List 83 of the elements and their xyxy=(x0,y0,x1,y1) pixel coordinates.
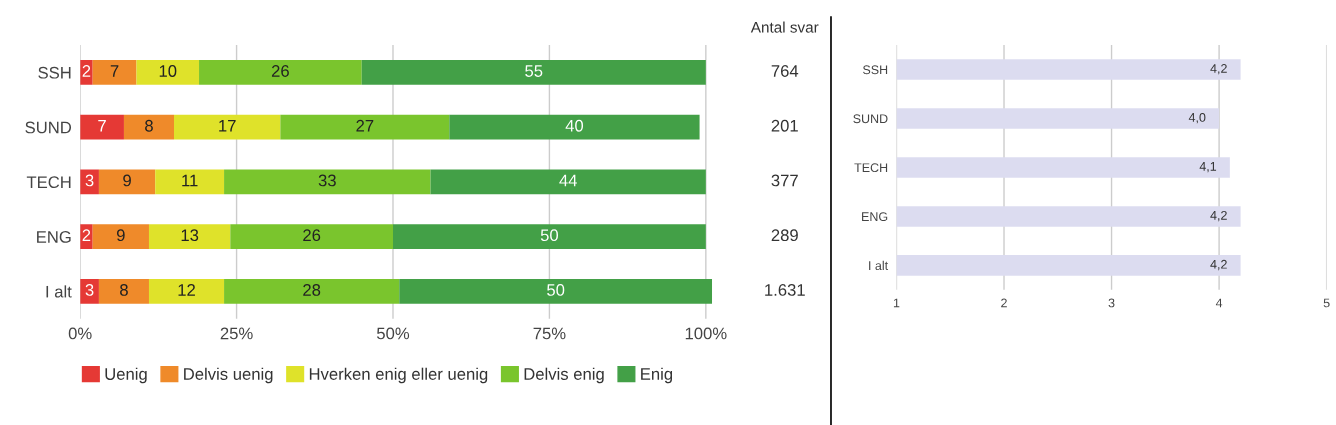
x-tick-label: 50% xyxy=(376,327,410,340)
data-label: 11 xyxy=(182,174,198,187)
data-label: 28 xyxy=(303,284,321,296)
data-label: 7 xyxy=(110,65,119,77)
data-label: 27 xyxy=(356,119,374,132)
bar xyxy=(449,114,700,140)
x-tick-label: 3 xyxy=(1108,298,1115,308)
data-label: 55 xyxy=(525,65,543,77)
x-tick-label: 100% xyxy=(685,327,727,340)
legend-label: Delvis uenig xyxy=(184,367,273,384)
data-label: 33 xyxy=(318,174,336,187)
data-label: 10 xyxy=(159,65,177,77)
data-label: 26 xyxy=(303,229,321,242)
legend-label: Enig xyxy=(641,367,673,384)
x-tick-label: 0% xyxy=(68,327,92,340)
y-tick-label: SSH xyxy=(862,65,888,75)
bar xyxy=(80,114,124,140)
y-tick-label: SSH xyxy=(38,66,71,79)
data-label: 26 xyxy=(271,65,289,77)
bar xyxy=(230,224,393,249)
bar xyxy=(199,60,362,85)
bar xyxy=(224,169,431,195)
y-tick-label: SUND xyxy=(25,121,72,134)
data-label: 44 xyxy=(559,174,577,187)
text: 289 xyxy=(771,229,798,242)
bar xyxy=(430,169,706,195)
bar xyxy=(98,279,149,304)
bar xyxy=(136,60,200,85)
data-label: 8 xyxy=(145,119,153,132)
bar xyxy=(155,169,225,195)
text: Antal svar xyxy=(750,21,819,33)
y-tick-label: I alt xyxy=(46,285,72,298)
x-tick-label: 75% xyxy=(533,327,566,340)
y-tick-label: ENG xyxy=(37,231,71,243)
data-label: 2 xyxy=(82,65,91,77)
data-label: 2 xyxy=(82,229,91,241)
data-label: 12 xyxy=(178,284,195,296)
data-label: 8 xyxy=(120,284,128,296)
bar xyxy=(174,114,281,140)
y-tick-label: TECH xyxy=(26,176,71,189)
data-label: 40 xyxy=(565,119,584,132)
legend-label: Hverken enig eller uenig xyxy=(309,367,488,384)
data-label: 4,2 xyxy=(1210,210,1227,222)
bar xyxy=(92,224,149,249)
bar xyxy=(80,279,99,304)
data-label: 9 xyxy=(123,174,131,187)
bar xyxy=(92,60,137,85)
data-label: 4,2 xyxy=(1210,259,1227,271)
text: 377 xyxy=(771,174,798,187)
bar xyxy=(224,279,400,304)
bar xyxy=(123,114,175,140)
text: 201 xyxy=(771,119,798,132)
bar xyxy=(361,60,706,85)
bar xyxy=(280,114,450,140)
data-label: 3 xyxy=(85,284,94,296)
bar xyxy=(393,224,706,249)
x-tick-label: 25% xyxy=(220,327,253,340)
data-label: 9 xyxy=(116,229,125,242)
text: 1.631 xyxy=(765,284,805,296)
y-tick-label: ENG xyxy=(862,212,888,222)
y-tick-label: SUND xyxy=(853,114,888,124)
text: 764 xyxy=(771,65,799,77)
bar xyxy=(148,279,225,304)
data-label: 13 xyxy=(181,229,199,242)
bar xyxy=(98,169,156,195)
data-label: 4,2 xyxy=(1210,64,1227,75)
data-label: 4,1 xyxy=(1199,162,1217,173)
data-label: 17 xyxy=(219,120,236,132)
y-tick-label: I alt xyxy=(869,260,889,271)
bar xyxy=(148,224,231,249)
data-label: 50 xyxy=(540,229,559,242)
bar xyxy=(399,279,713,304)
x-tick-label: 5 xyxy=(1323,298,1330,308)
y-tick-label: TECH xyxy=(854,163,888,173)
legend-label: Delvis enig xyxy=(524,367,604,384)
legend-label: Uenig xyxy=(105,367,147,384)
data-label: 3 xyxy=(85,174,94,187)
data-label: 4,0 xyxy=(1188,112,1206,124)
data-label: 7 xyxy=(98,120,106,132)
x-tick-label: 1 xyxy=(893,298,900,308)
x-tick-label: 2 xyxy=(1001,298,1007,308)
x-tick-label: 4 xyxy=(1215,298,1223,308)
data-label: 50 xyxy=(547,284,565,296)
